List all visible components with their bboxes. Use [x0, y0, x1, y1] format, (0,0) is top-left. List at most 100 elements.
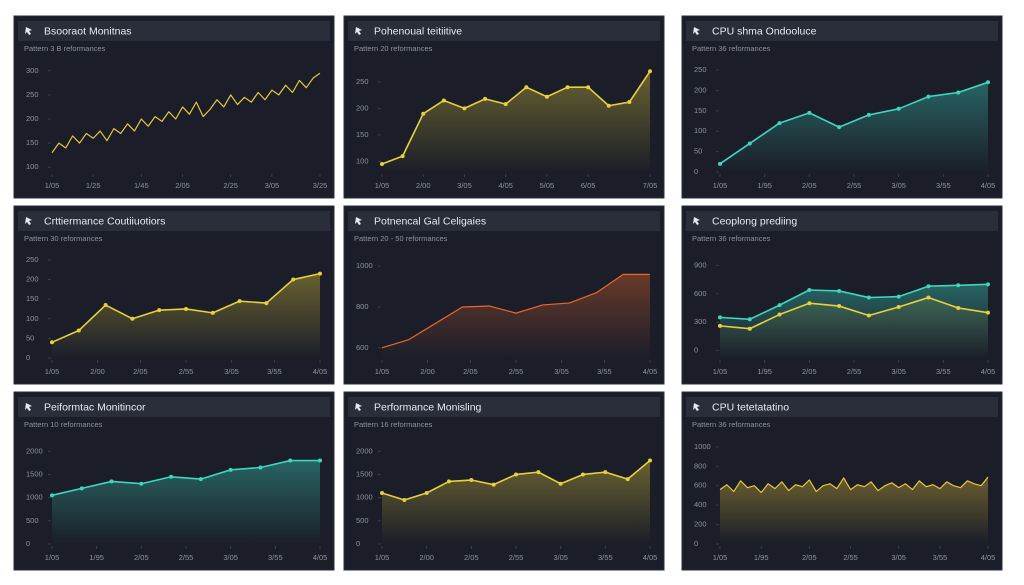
- x-tick-label: 6/05: [581, 181, 596, 190]
- point: [986, 80, 990, 85]
- point: [926, 295, 931, 300]
- panel-title: Ceoplong prediing: [712, 215, 797, 227]
- y-tick-label: 600: [694, 481, 707, 490]
- point: [139, 481, 144, 486]
- x-tick-label: 4/05: [498, 181, 513, 190]
- y-tick-label: 250: [694, 65, 707, 74]
- y-tick-label: 500: [26, 516, 39, 525]
- panel-icon: [355, 403, 362, 411]
- x-tick-label: 2/05: [133, 367, 148, 376]
- y-tick-label: 100: [26, 162, 39, 171]
- y-tick-label: 200: [26, 114, 39, 123]
- panel-header: [18, 21, 330, 41]
- x-tick-label: 5/05: [540, 181, 555, 190]
- panel-subtitle: Pattern 36 reformances: [692, 234, 771, 243]
- x-tick-label: 1/05: [45, 553, 60, 562]
- point: [228, 467, 233, 472]
- x-tick-label: 1/95: [754, 553, 769, 562]
- panel-subtitle: Pattern 30 reformances: [24, 234, 103, 243]
- panel: [13, 15, 335, 199]
- point: [565, 85, 570, 90]
- x-tick-label: 4/05: [313, 367, 328, 376]
- panel-title: CPU shma Ondooluce: [712, 25, 817, 37]
- point: [157, 308, 162, 313]
- x-tick-label: 2/55: [179, 367, 194, 376]
- y-tick-label: 1000: [694, 442, 711, 451]
- x-tick-label: 2/25: [223, 181, 238, 190]
- point: [400, 154, 405, 159]
- point: [210, 310, 215, 315]
- y-tick-label: 250: [26, 90, 39, 99]
- panel-title: CPU tetetatatino: [712, 401, 789, 413]
- y-tick-label: 150: [356, 130, 369, 139]
- y-tick-label: 0: [694, 345, 698, 354]
- y-tick-label: 100: [694, 126, 707, 135]
- point: [491, 482, 496, 487]
- x-tick-label: 1/95: [89, 553, 104, 562]
- point: [627, 100, 632, 105]
- point: [896, 106, 901, 111]
- point: [103, 303, 108, 308]
- panel-title: Performance Monisling: [374, 401, 482, 413]
- point: [421, 111, 426, 116]
- point: [956, 283, 961, 288]
- point: [926, 284, 931, 289]
- panel-icon: [25, 217, 32, 225]
- panel-header: [18, 211, 330, 231]
- point: [866, 313, 871, 318]
- panel-subtitle: Pattern 10 reformances: [24, 420, 103, 429]
- x-tick-label: 4/05: [643, 553, 658, 562]
- area: [52, 460, 320, 544]
- panel-icon: [25, 27, 32, 35]
- panel-header: [348, 211, 660, 231]
- area: [720, 297, 988, 358]
- panel-title: Pohenoual teitiitive: [374, 25, 462, 37]
- x-tick-label: 3/05: [891, 553, 906, 562]
- point: [837, 288, 842, 293]
- point: [264, 301, 269, 306]
- x-tick-label: 3/55: [267, 367, 282, 376]
- x-tick-label: 1/95: [757, 367, 772, 376]
- y-tick-label: 0: [694, 167, 698, 176]
- y-tick-label: 100: [356, 156, 369, 165]
- point: [469, 478, 474, 483]
- point: [288, 458, 293, 463]
- x-tick-label: 3/05: [223, 553, 238, 562]
- point: [441, 98, 446, 103]
- point: [777, 303, 782, 308]
- x-tick-label: 2/55: [847, 367, 862, 376]
- y-tick-label: 800: [356, 302, 369, 311]
- x-tick-label: 2/00: [420, 367, 435, 376]
- y-tick-label: 300: [694, 317, 707, 326]
- y-tick-label: 200: [26, 275, 39, 284]
- panel-header: [686, 21, 998, 41]
- point: [524, 85, 529, 90]
- x-tick-label: 1/45: [134, 181, 149, 190]
- point: [462, 106, 467, 111]
- area: [720, 476, 988, 544]
- line: [51, 72, 321, 154]
- x-tick-label: 3/55: [933, 553, 948, 562]
- y-tick-label: 800: [694, 461, 707, 470]
- y-tick-label: 300: [26, 66, 39, 75]
- x-tick-label: 2/05: [802, 181, 817, 190]
- panel-icon: [693, 217, 700, 225]
- y-tick-label: 600: [694, 289, 707, 298]
- point: [558, 481, 563, 486]
- point: [896, 305, 901, 309]
- y-tick-label: 100: [26, 314, 39, 323]
- x-tick-label: 2/05: [802, 367, 817, 376]
- y-tick-label: 250: [356, 77, 369, 86]
- y-tick-label: 400: [694, 500, 707, 509]
- point: [866, 112, 871, 117]
- x-tick-label: 4/05: [981, 553, 996, 562]
- line: [381, 273, 650, 349]
- y-tick-label: 150: [26, 294, 39, 303]
- x-tick-label: 1/05: [375, 367, 390, 376]
- x-tick-label: 2/55: [179, 553, 194, 562]
- point: [237, 299, 242, 304]
- panel-subtitle: Pattern 16 reformances: [354, 420, 433, 429]
- point: [648, 458, 652, 463]
- y-tick-label: 1000: [26, 493, 43, 502]
